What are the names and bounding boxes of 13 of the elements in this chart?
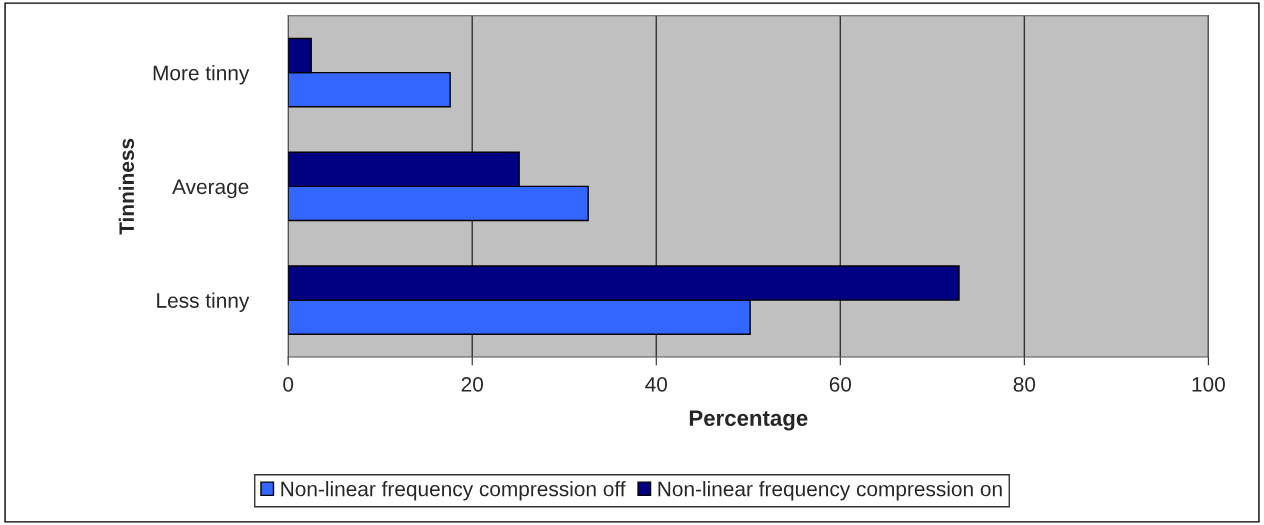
x-tick-label: 60: [829, 376, 852, 392]
x-tick-label: 100: [1192, 376, 1225, 392]
y-axis-title: Tinniness: [118, 138, 135, 235]
y-tick-label: Average: [172, 179, 249, 199]
y-tick-label: Less tinny: [157, 292, 250, 312]
x-tick-label: 20: [461, 376, 483, 392]
x-tick-label: 0: [283, 376, 294, 392]
x-tick-label: 80: [1013, 376, 1036, 392]
y-tick-label: More tinny: [153, 65, 250, 85]
x-axis-title: Percentage: [689, 410, 808, 431]
x-tick-label: 40: [645, 376, 668, 392]
legend-label: Non-linear frequency compression on: [658, 481, 1002, 501]
legend-label: Non-linear frequency compression off: [281, 481, 626, 501]
